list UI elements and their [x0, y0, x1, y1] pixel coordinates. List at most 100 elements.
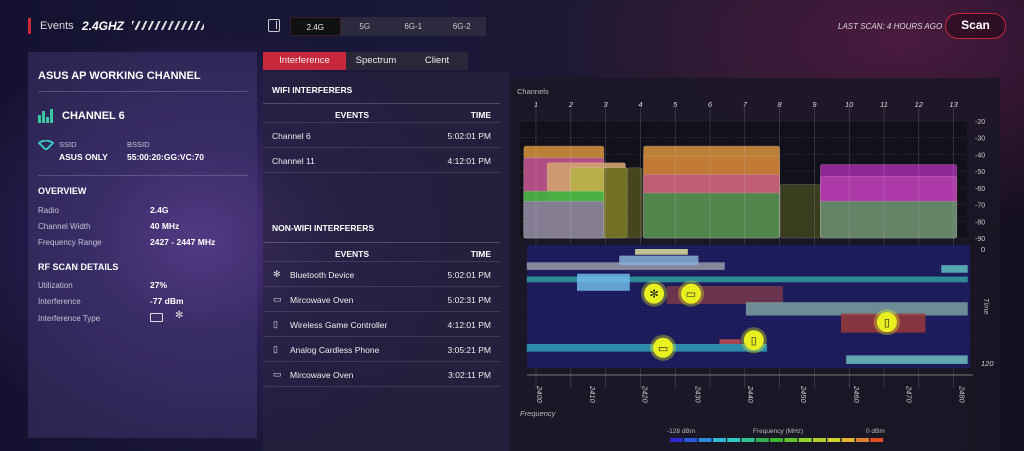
waterfall-streak [719, 339, 741, 344]
channel-tick-label: 5 [673, 100, 678, 109]
band-selector: 2.4G 5G 6G-1 6G-2 [290, 17, 486, 36]
wifi-icon [38, 140, 54, 150]
event-name: Bluetooth Device [290, 270, 355, 280]
interferer-marker [743, 330, 764, 351]
y-tick-label: -50 [975, 169, 985, 176]
colorbar-segment [727, 438, 741, 442]
colorbar-segment [741, 438, 755, 442]
microwave-icon: ▭ [658, 343, 668, 355]
colorbar-segment [698, 438, 712, 442]
frequency-tick-label: 2480 [957, 385, 966, 404]
colorbar-segment [870, 438, 884, 442]
event-time: 5:02:31 PM [447, 295, 491, 305]
spectrum-band [603, 167, 629, 239]
frequency-tick-label: 2460 [852, 385, 861, 404]
interference-value: -77 dBm [150, 296, 184, 306]
waterfall-streak [745, 302, 968, 316]
frequency-range-value: 2427 - 2447 MHz [150, 237, 216, 247]
scan-button[interactable]: Scan [945, 13, 1006, 39]
time-tick-label: 0 [981, 245, 985, 254]
nonwifi-row[interactable]: ▭ Mircowave Oven 3:02:11 PM [263, 362, 500, 387]
frequency-tick-label: 2400 [535, 385, 544, 404]
channel-tick-label: 1 [534, 100, 538, 109]
channel-tick-label: 11 [880, 100, 888, 109]
channel-tick-label: 3 [604, 100, 609, 109]
nonwifi-table-header: EVENTS TIME [263, 242, 500, 262]
band-tab-5g[interactable]: 5G [359, 22, 371, 31]
interferer-marker [644, 283, 665, 304]
y-tick-label: -20 [975, 119, 985, 126]
spectrum-band [820, 200, 958, 239]
interference-label: Interference [38, 297, 81, 306]
last-scan-text: LAST SCAN: 4 HOURS AGO [838, 22, 943, 31]
y-tick-label: -70 [975, 203, 985, 210]
microwave-icon: ▭ [686, 289, 696, 301]
bluetooth-icon: ✻ [175, 310, 184, 321]
event-time: 3:05:21 PM [447, 345, 491, 355]
interferers-panel: WIFI INTERFERERS EVENTS TIME Channel 6 5:0… [263, 72, 509, 451]
event-name: Analog Cardless Phone [290, 345, 380, 355]
channels-axis-label: Channels [517, 87, 549, 96]
band-tab-6g-2[interactable]: 6G-2 [452, 22, 471, 31]
band-tab-6g-1[interactable]: 6G-1 [404, 22, 423, 31]
nonwifi-row[interactable]: ▯ Analog Cardless Phone 3:05:21 PM [263, 337, 500, 362]
event-time: 5:02:01 PM [447, 270, 491, 280]
time-axis-label: Time [982, 298, 991, 315]
colorbar-segment [855, 438, 869, 442]
microwave-icon: ▭ [273, 294, 282, 304]
channel-tick-label: 7 [743, 100, 748, 109]
game-controller-icon: ▯ [273, 319, 278, 329]
channel-tick-label: 9 [812, 100, 817, 109]
event-time: 4:12:01 PM [447, 320, 491, 330]
frequency-tick-label: 2440 [746, 385, 755, 404]
working-channel-panel: ASUS AP WORKING CHANNEL CHANNEL 6 SSID A… [28, 52, 257, 438]
band-tab-2.4g[interactable]: 2.4G [290, 17, 341, 36]
y-tick-label: -60 [975, 186, 985, 193]
colorbar-segment [684, 438, 698, 442]
phone-icon: ▯ [273, 344, 278, 354]
phone-icon: ▯ [751, 335, 757, 347]
spectrum-band [523, 200, 605, 239]
frequency-axis-label: Frequency [520, 409, 557, 418]
event-time: 3:02:11 PM [448, 370, 491, 380]
wifi-row[interactable]: Channel 11 4:12:01 PM [263, 148, 500, 173]
tab-spectrum[interactable]: Spectrum [355, 55, 397, 66]
interferer-marker [681, 283, 702, 304]
colorbar-segment [712, 438, 726, 442]
colorbar-segment [827, 438, 841, 442]
colorbar-segment [770, 438, 784, 442]
events-label: Events [40, 20, 74, 32]
tab-interference[interactable]: Interference [263, 52, 346, 70]
channel-tick-label: 4 [638, 100, 642, 109]
channel-tick-label: 6 [708, 100, 713, 109]
nonwifi-interferers-heading: NON-WIFI INTERFERERS [272, 223, 374, 233]
microwave-icon: ▭ [273, 369, 282, 379]
col-events: EVENTS [335, 249, 370, 259]
nonwifi-row[interactable]: ✻ Bluetooth Device 5:02:01 PM [263, 262, 500, 287]
wifi-table-header: EVENTS TIME [263, 103, 500, 123]
nonwifi-row[interactable]: ▯ Wireless Game Controller 4:12:01 PM [263, 312, 500, 337]
colorbar-segment [798, 438, 812, 442]
event-time: 4:12:01 PM [447, 156, 491, 166]
colorbar-segment [841, 438, 855, 442]
y-tick-label: -40 [975, 152, 985, 159]
colorbar-segment [755, 438, 769, 442]
frequency-tick-label: 2470 [905, 385, 914, 404]
event-time: 5:02:01 PM [447, 131, 491, 141]
col-time: TIME [470, 110, 491, 120]
event-name: Channel 11 [272, 156, 315, 166]
bluetooth-icon: ✻ [273, 269, 281, 279]
event-name: Mircowave Oven [290, 370, 354, 380]
wifi-row[interactable]: Channel 6 5:02:01 PM [263, 123, 500, 148]
nonwifi-row[interactable]: ▭ Mircowave Oven 5:02:31 PM [263, 287, 500, 312]
accent-bar [28, 18, 31, 34]
band-title: 2.4GHZ [82, 19, 125, 33]
colorbar-mid-label: Frequency (MHz) [753, 428, 803, 435]
y-tick-label: -80 [975, 219, 985, 226]
ssid-value: ASUS ONLY [59, 152, 108, 162]
ssid-label: SSID [59, 140, 77, 149]
tab-client[interactable]: Client [424, 55, 450, 66]
channel-tick-label: 8 [778, 100, 783, 109]
sidebar-toggle-icon[interactable] [268, 19, 280, 32]
bluetooth-icon: ✻ [649, 289, 658, 301]
